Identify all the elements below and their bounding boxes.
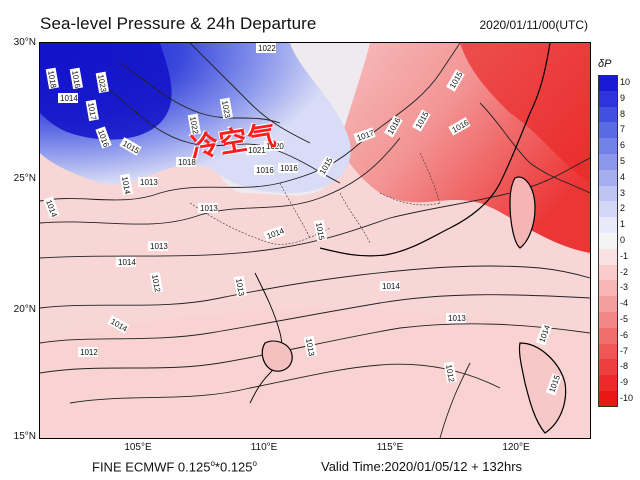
legend-label: 7 — [620, 124, 626, 135]
isobar-label: 1018 — [178, 158, 196, 167]
legend-label: -3 — [620, 282, 629, 293]
lon-label-110e: 110°E — [250, 442, 278, 453]
legend-label: -2 — [620, 266, 629, 277]
isobar-label: 1023 — [96, 74, 108, 94]
legend-label: 2 — [620, 203, 626, 214]
province-borders — [189, 152, 441, 245]
isobar-label: 1020 — [266, 142, 284, 151]
isobar-label: 1013 — [448, 314, 466, 323]
isobar-label-group: 1018 1016 1023 1017 1014 1016 1015 1022 … — [43, 43, 562, 396]
isobar-label: 1012 — [444, 364, 456, 384]
legend-label: 6 — [620, 140, 626, 151]
isobar-label: 1014 — [120, 176, 132, 196]
isobar-label: 1012 — [150, 274, 162, 294]
isobar-label: 1014 — [60, 94, 78, 103]
legend-label: -5 — [620, 314, 629, 324]
legend-label: -7 — [620, 345, 629, 356]
legend-label: 10 — [620, 77, 631, 87]
legend-label: 1 — [620, 219, 626, 230]
isobar-label: 1016 — [280, 164, 298, 173]
lat-label-30n: 30°N — [13, 37, 36, 48]
isobar-label: 1015 — [314, 222, 326, 242]
isobar-label: 1016 — [256, 166, 274, 175]
isobar-label: 1013 — [234, 278, 246, 298]
resolution-label: *0.125 — [214, 459, 253, 475]
lat-label-20n: 20°N — [13, 304, 36, 315]
degree-mark: o — [252, 459, 257, 468]
legend-label: -9 — [620, 377, 629, 388]
lon-label-115e: 115°E — [376, 442, 404, 453]
isobar-label: 1022 — [258, 44, 276, 53]
legend-title: δP — [598, 58, 612, 70]
legend-frame — [598, 75, 618, 407]
legend-label: -6 — [620, 329, 629, 340]
isobar-label: 1013 — [140, 178, 158, 187]
isobar-label: 1013 — [150, 242, 168, 251]
legend-label: -4 — [620, 298, 629, 309]
legend-label: 9 — [620, 92, 626, 103]
legend-label: -8 — [620, 361, 629, 372]
lon-label-120e: 120°E — [502, 442, 530, 453]
isobar-label: 1013 — [304, 338, 316, 358]
legend-label: -10 — [620, 393, 634, 403]
departure-fill-south — [40, 309, 590, 438]
isobar-label: 1018 — [46, 70, 58, 90]
lat-label-15n: 15°N — [13, 431, 36, 442]
chart-title: Sea-level Pressure & 24h Departure — [40, 14, 317, 33]
isobar-label: 1017 — [86, 102, 98, 122]
map-panel[interactable]: 1018 1016 1023 1017 1014 1016 1015 1022 … — [39, 42, 591, 439]
isobar-label: 1022 — [188, 116, 200, 136]
lat-label-25n: 25°N — [13, 173, 36, 184]
valid-date: 2020/01/11/00(UTC) — [479, 18, 588, 32]
lon-label-105e: 105°E — [124, 442, 152, 453]
isobar-label: 1013 — [200, 204, 218, 213]
model-info: FINE ECMWF 0.125o*0.125o — [92, 459, 257, 474]
legend-label: 0 — [620, 235, 626, 245]
pressure-map: 1018 1016 1023 1017 1014 1016 1015 1022 … — [40, 43, 590, 438]
coastline — [249, 43, 567, 434]
legend-label: 8 — [620, 108, 626, 119]
isobar-label: 1016 — [70, 70, 82, 90]
legend-label: 4 — [620, 171, 626, 182]
departure-fill-max — [460, 43, 590, 183]
isobar-label: 1012 — [80, 348, 98, 357]
legend-label: -1 — [620, 250, 629, 261]
isobar-label: 1014 — [382, 282, 400, 291]
isobar-label: 1023 — [220, 100, 232, 120]
isobar-label: 1014 — [118, 258, 136, 267]
degree-mark: o — [210, 459, 215, 468]
valid-time: Valid Time:2020/01/05/12 + 132hrs — [321, 459, 523, 474]
legend-label: 3 — [620, 187, 626, 198]
legend-label: 5 — [620, 156, 626, 166]
isobar-lines — [40, 43, 590, 438]
model-label: FINE ECMWF 0.125 — [92, 459, 211, 475]
isobar-label: 1021 — [248, 146, 266, 155]
